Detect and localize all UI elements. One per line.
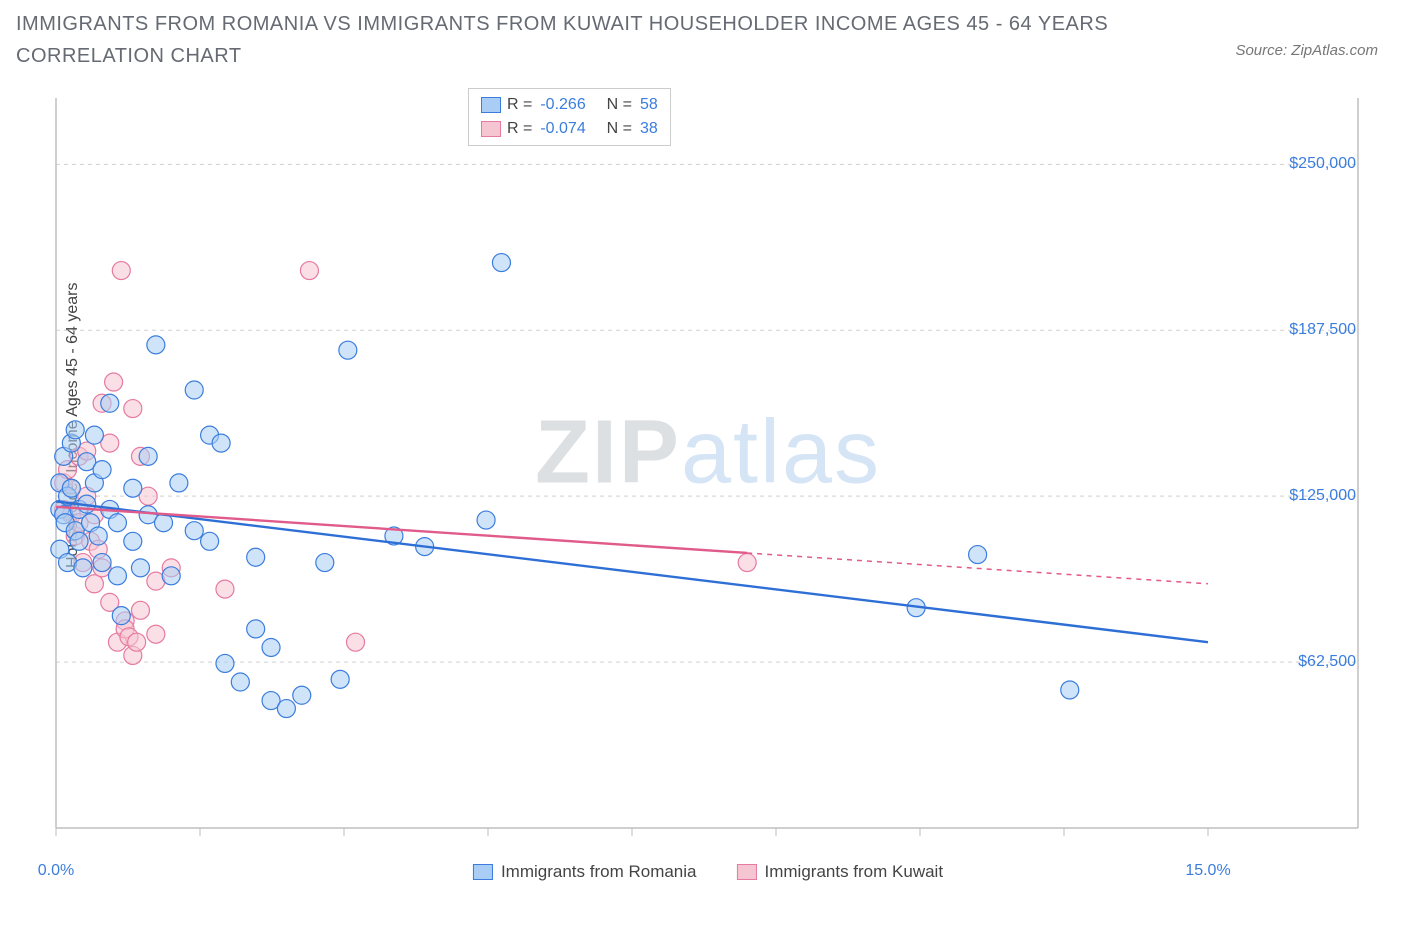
swatch-romania (481, 97, 501, 113)
legend-item-kuwait: Immigrants from Kuwait (737, 862, 944, 882)
swatch-kuwait (737, 864, 757, 880)
n-value-kuwait: 38 (640, 117, 658, 141)
legend-item-romania: Immigrants from Romania (473, 862, 697, 882)
r-value-romania: -0.266 (540, 93, 585, 117)
source-credit: Source: ZipAtlas.com (1235, 42, 1378, 59)
legend-series: Immigrants from Romania Immigrants from … (473, 862, 943, 882)
x-tick-label: 0.0% (38, 862, 74, 880)
n-label: N = (607, 93, 632, 117)
swatch-kuwait (481, 121, 501, 137)
r-label: R = (507, 93, 532, 117)
x-tick-label: 15.0% (1185, 862, 1230, 880)
n-value-romania: 58 (640, 93, 658, 117)
r-label: R = (507, 117, 532, 141)
scatter-plot: Householder Income Ages 45 - 64 years ZI… (48, 88, 1368, 848)
legend-stats: R = -0.266 N = 58 R = -0.074 N = 38 (468, 88, 671, 146)
legend-label-kuwait: Immigrants from Kuwait (765, 862, 944, 882)
legend-stats-row-romania: R = -0.266 N = 58 (481, 93, 658, 117)
r-value-kuwait: -0.074 (540, 117, 585, 141)
legend-label-romania: Immigrants from Romania (501, 862, 697, 882)
legend-stats-row-kuwait: R = -0.074 N = 38 (481, 117, 658, 141)
swatch-romania (473, 864, 493, 880)
page-title: IMMIGRANTS FROM ROMANIA VS IMMIGRANTS FR… (16, 8, 1116, 72)
y-tick-label: $250,000 (1289, 155, 1356, 173)
chart-svg (48, 88, 1368, 848)
y-tick-label: $187,500 (1289, 321, 1356, 339)
y-tick-label: $62,500 (1298, 653, 1356, 671)
n-label: N = (607, 117, 632, 141)
y-tick-label: $125,000 (1289, 487, 1356, 505)
